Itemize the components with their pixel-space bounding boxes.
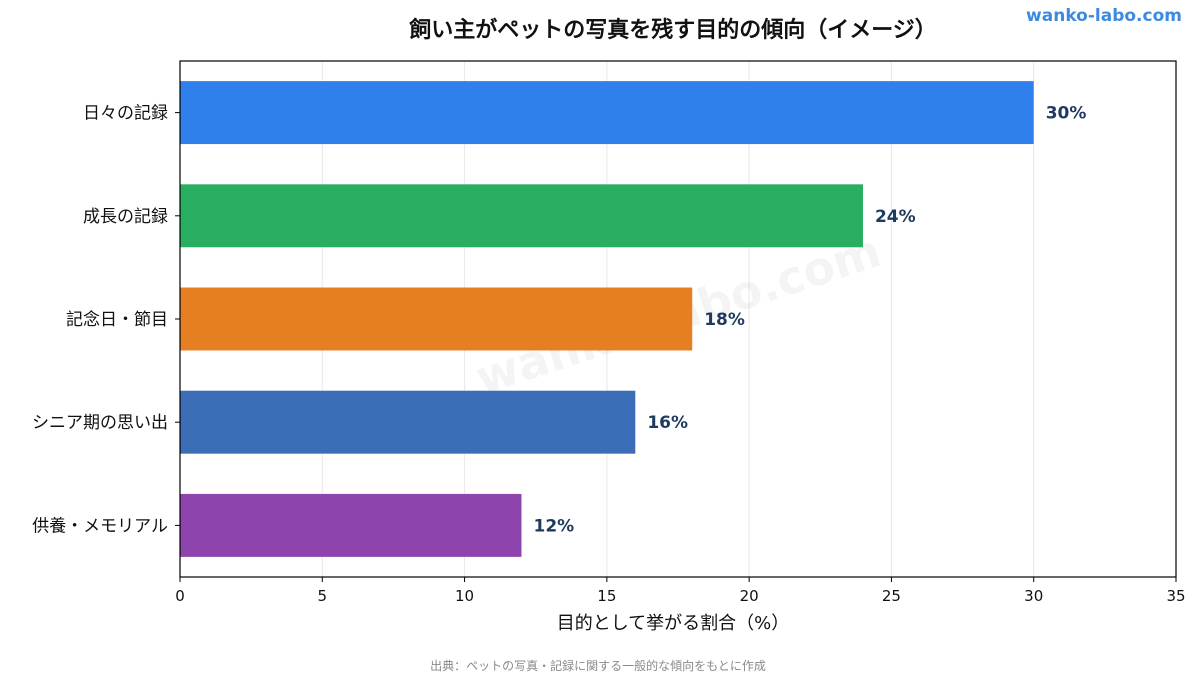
y-tick-label: 記念日・節目 (66, 309, 168, 330)
data-label: 18% (704, 310, 745, 330)
x-tick-label: 15 (597, 587, 616, 605)
y-tick-label: 供養・メモリアル (32, 516, 168, 536)
x-tick-label: 10 (455, 587, 474, 605)
bar (180, 287, 693, 351)
x-axis-label: 目的として挙がる割合（%） (557, 613, 790, 634)
chart-title: 飼い主がペットの写真を残す目的の傾向（イメージ） (408, 17, 937, 43)
y-tick-label: 日々の記録 (83, 104, 168, 124)
bar (180, 390, 636, 454)
x-tick-label: 25 (882, 587, 901, 605)
data-label: 12% (533, 516, 574, 536)
data-label: 30% (1046, 104, 1087, 124)
data-label: 24% (875, 207, 916, 227)
y-tick-label: シニア期の思い出 (32, 413, 168, 433)
bars: 30% 24% 18% 16% 12% (180, 81, 1086, 557)
bar (180, 493, 522, 557)
axis-ticks: 0 5 10 15 20 25 30 35 日々の記録成長の記録記念日・節目シニア期の思い出供養… (32, 104, 1186, 605)
bar (180, 81, 1034, 145)
data-label: 16% (647, 413, 688, 433)
source-note: 出典：ペットの写真・記録に関する一般的な傾向をもとに作成 (430, 659, 766, 673)
y-tick-label: 成長の記録 (83, 207, 168, 227)
x-tick-label: 20 (740, 587, 759, 605)
x-tick-label: 35 (1166, 587, 1185, 605)
bar (180, 184, 863, 248)
x-tick-label: 5 (318, 587, 328, 605)
brand-label: wanko-labo.com (1026, 6, 1182, 26)
x-tick-label: 0 (175, 587, 185, 605)
x-tick-label: 30 (1024, 587, 1043, 605)
